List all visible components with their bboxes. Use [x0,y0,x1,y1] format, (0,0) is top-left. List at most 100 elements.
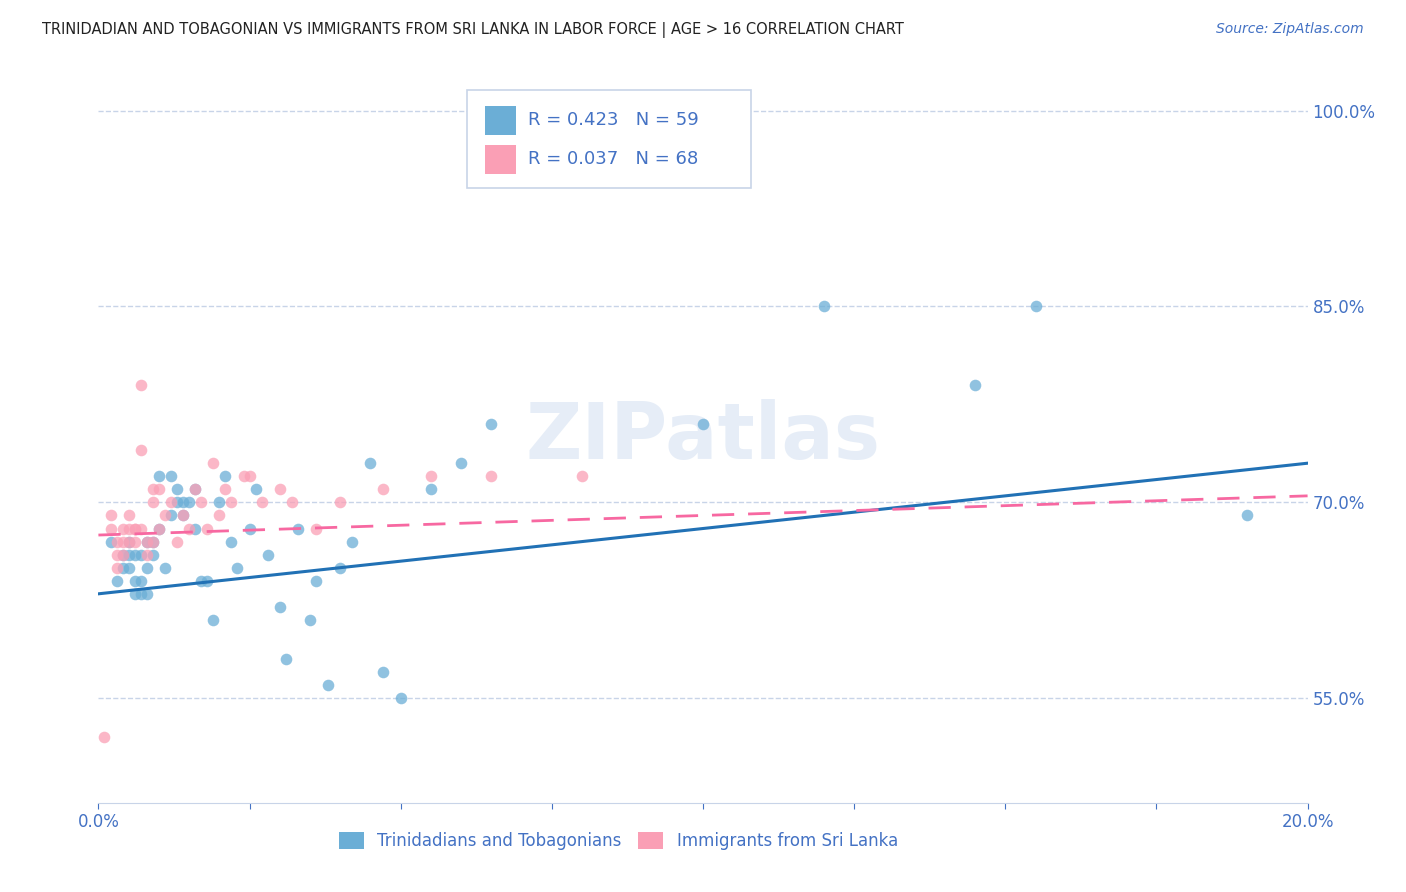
Point [148,521,170,535]
Point [124,534,146,549]
Point [239,469,262,483]
Point [166,483,188,497]
Point [160,495,183,509]
Point [190,574,212,588]
Point [420,469,443,483]
Point [172,508,194,523]
Point [214,483,236,497]
Point [166,495,188,509]
Text: Source: ZipAtlas.com: Source: ZipAtlas.com [1216,22,1364,37]
Point [160,469,183,483]
Point [208,508,231,523]
Point [269,483,291,497]
Point [118,508,141,523]
Point [299,613,322,627]
Point [450,456,472,470]
Point [342,534,364,549]
Point [208,495,231,509]
Point [105,534,128,549]
Point [179,495,201,509]
Point [118,521,141,535]
Point [813,300,835,314]
Point [329,560,352,574]
Point [214,469,236,483]
Point [135,560,157,574]
Point [245,483,267,497]
Point [118,534,141,549]
Point [172,495,194,509]
Point [111,534,134,549]
Legend: Trinidadians and Tobagonians, Immigrants from Sri Lanka: Trinidadians and Tobagonians, Immigrants… [329,822,908,860]
Point [256,548,278,562]
Point [481,469,503,483]
Point [692,417,714,431]
Point [142,495,165,509]
Point [389,691,412,706]
Text: R = 0.423   N = 59: R = 0.423 N = 59 [527,112,699,129]
Point [148,521,170,535]
Point [100,534,122,549]
Point [118,534,141,549]
Point [135,548,157,562]
Point [371,665,394,680]
Point [371,483,394,497]
Point [202,613,225,627]
Point [195,521,218,535]
Point [111,548,134,562]
Point [226,560,249,574]
Point [305,574,328,588]
Point [160,508,183,523]
Point [179,521,201,535]
FancyBboxPatch shape [485,145,516,174]
Point [135,534,157,549]
Point [93,731,115,745]
Point [105,548,128,562]
Point [142,548,165,562]
Point [287,521,309,535]
Point [1024,300,1046,314]
Point [124,574,146,588]
Point [142,483,165,497]
Point [124,521,146,535]
Text: ZIPatlas: ZIPatlas [526,399,880,475]
Point [316,678,339,692]
Point [172,508,194,523]
Point [281,495,304,509]
Point [166,534,188,549]
Point [202,456,225,470]
Point [153,508,176,523]
FancyBboxPatch shape [467,90,751,188]
Point [195,574,218,588]
Point [571,469,593,483]
Point [250,495,273,509]
Point [420,483,443,497]
Point [129,548,152,562]
Point [129,377,152,392]
Point [142,534,165,549]
Point [118,548,141,562]
Point [100,521,122,535]
Point [274,652,297,666]
Point [111,560,134,574]
Point [360,456,382,470]
Point [305,521,328,535]
Point [153,560,176,574]
Point [135,587,157,601]
Point [184,483,207,497]
Point [111,521,134,535]
Point [105,574,128,588]
FancyBboxPatch shape [485,106,516,135]
Point [1236,508,1258,523]
Point [129,574,152,588]
Point [100,508,122,523]
Point [329,495,352,509]
Point [148,469,170,483]
Text: R = 0.037   N = 68: R = 0.037 N = 68 [527,150,697,168]
Point [124,521,146,535]
Point [135,534,157,549]
Point [190,495,212,509]
Point [129,587,152,601]
Point [965,377,987,392]
Point [124,548,146,562]
Text: TRINIDADIAN AND TOBAGONIAN VS IMMIGRANTS FROM SRI LANKA IN LABOR FORCE | AGE > 1: TRINIDADIAN AND TOBAGONIAN VS IMMIGRANTS… [42,22,904,38]
